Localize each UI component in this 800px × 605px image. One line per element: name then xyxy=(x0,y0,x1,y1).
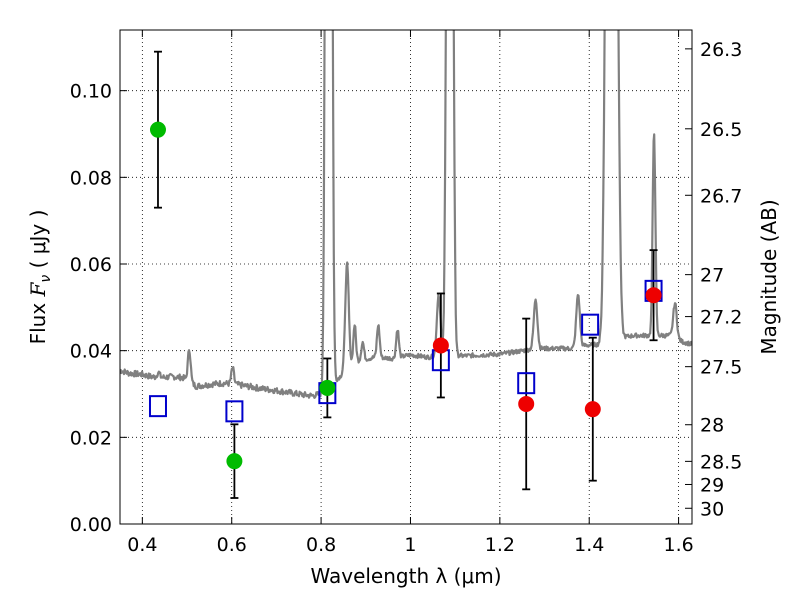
y-axis-left: 0.00 0.02 0.04 0.06 0.08 0.10 xyxy=(70,81,127,536)
y-tick-label: 0.02 xyxy=(70,427,112,449)
x-tick-label: 0.4 xyxy=(127,534,157,556)
red-data-point xyxy=(432,337,449,354)
model-square-marker xyxy=(148,395,167,418)
spectrum-line xyxy=(120,30,692,399)
right-tick-label: 27 xyxy=(700,265,724,287)
right-tick-label: 26.7 xyxy=(700,185,742,207)
green-data-point xyxy=(149,121,166,138)
green-data-point xyxy=(319,379,336,396)
right-tick-label: 28.5 xyxy=(700,451,742,473)
x-tick-label: 0.6 xyxy=(217,534,247,556)
x-tick-label: 1.6 xyxy=(663,534,693,556)
y-tick-label: 0.04 xyxy=(70,341,112,363)
grid xyxy=(120,30,692,525)
y-tick-label: 0.06 xyxy=(70,254,112,276)
y-axis-left-label-suffix: ( μJy ) xyxy=(26,210,50,275)
right-tick-label: 26.5 xyxy=(700,119,742,141)
right-tick-label: 28 xyxy=(700,415,724,437)
right-tick-label: 27.2 xyxy=(700,307,742,329)
y-axis-left-label-sub: ν xyxy=(38,275,54,283)
plot-frame xyxy=(119,29,693,525)
y-tick-label: 0.00 xyxy=(70,514,112,536)
y-axis-left-label-symbol: F xyxy=(26,281,50,297)
right-tick-label: 30 xyxy=(700,498,724,520)
spectrum-layer xyxy=(120,30,692,399)
model-square-marker xyxy=(517,372,536,395)
green-data-point xyxy=(226,453,243,470)
model-square-marker xyxy=(581,313,600,336)
right-tick-label: 26.3 xyxy=(700,39,742,61)
y-tick-label: 0.10 xyxy=(70,81,112,103)
y-axis-right-label: Magnitude (AB) xyxy=(757,199,781,354)
x-tick-label: 0.8 xyxy=(306,534,336,556)
y-axis-left-label: Flux Fν ( μJy ) xyxy=(26,210,54,345)
x-axis-label: Wavelength λ (μm) xyxy=(310,564,501,588)
model-square-marker xyxy=(225,400,244,423)
red-data-point xyxy=(584,401,601,418)
y-axis-left-label-prefix: Flux xyxy=(26,296,50,344)
x-axis: 0.4 0.6 0.8 1 1.2 1.4 1.6 xyxy=(127,30,694,556)
right-tick-label: 27.5 xyxy=(700,357,742,379)
marker-layer xyxy=(148,121,663,470)
x-tick-label: 1.2 xyxy=(485,534,515,556)
red-data-point xyxy=(518,395,535,412)
right-tick-label: 29 xyxy=(700,474,724,496)
red-data-point xyxy=(645,287,662,304)
errorbar-layer xyxy=(153,50,658,499)
x-tick-label: 1.4 xyxy=(574,534,604,556)
x-tick-label: 1 xyxy=(404,534,416,556)
y-tick-label: 0.08 xyxy=(70,167,112,189)
